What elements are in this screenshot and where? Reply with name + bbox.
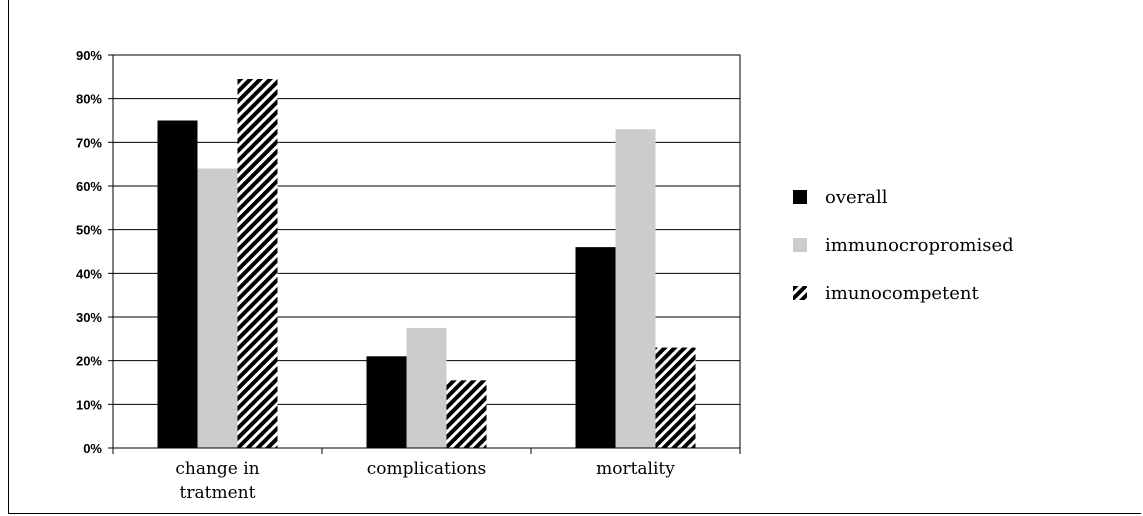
x-tick-labels: change in tratment complications mortality (175, 459, 675, 503)
bar-imunocompetent-2 (655, 347, 696, 448)
legend: overall immunocropromised imunocompetent (793, 187, 1014, 304)
y-tick-label: 20% (76, 354, 102, 369)
bar-overall-2 (575, 247, 616, 448)
x-tick-label: mortality (596, 459, 675, 479)
y-tick-label: 40% (76, 266, 102, 281)
y-tick-label: 70% (76, 135, 102, 150)
y-tick-label: 30% (76, 310, 102, 325)
bar-imunocompetent-0 (237, 79, 278, 449)
bar-overall-1 (366, 356, 407, 448)
legend-swatch-imunocompetent (793, 286, 807, 300)
legend-label-overall: overall (825, 187, 888, 208)
bar-overall-0 (157, 120, 198, 448)
y-tick-label: 90% (76, 48, 102, 63)
y-tick-label: 80% (76, 92, 102, 107)
y-tick-label: 60% (76, 179, 102, 194)
plot-area-border (112, 54, 741, 449)
bar-imunocompetent-1 (446, 380, 487, 448)
legend-swatch-immunocropromised (793, 238, 807, 252)
y-tick-label: 0% (83, 441, 102, 456)
axes (108, 54, 741, 454)
bar-immunocropromised-0 (197, 168, 238, 449)
bars (157, 79, 696, 449)
bar-immunocropromised-1 (406, 327, 447, 448)
y-tick-label: 10% (76, 397, 102, 412)
legend-label-immunocropromised: immunocropromised (825, 235, 1014, 256)
legend-label-imunocompetent: imunocompetent (825, 283, 979, 304)
bar-immunocropromised-2 (615, 129, 656, 448)
y-tick-labels: 0% 10% 20% 30% 40% 50% 60% 70% 80% 90% (76, 48, 102, 456)
x-tick-label: change in tratment (175, 459, 259, 503)
y-tick-label: 50% (76, 223, 102, 238)
x-tick-label: complications (367, 459, 486, 479)
chart-frame (8, 0, 1141, 514)
legend-swatch-overall (793, 190, 807, 204)
